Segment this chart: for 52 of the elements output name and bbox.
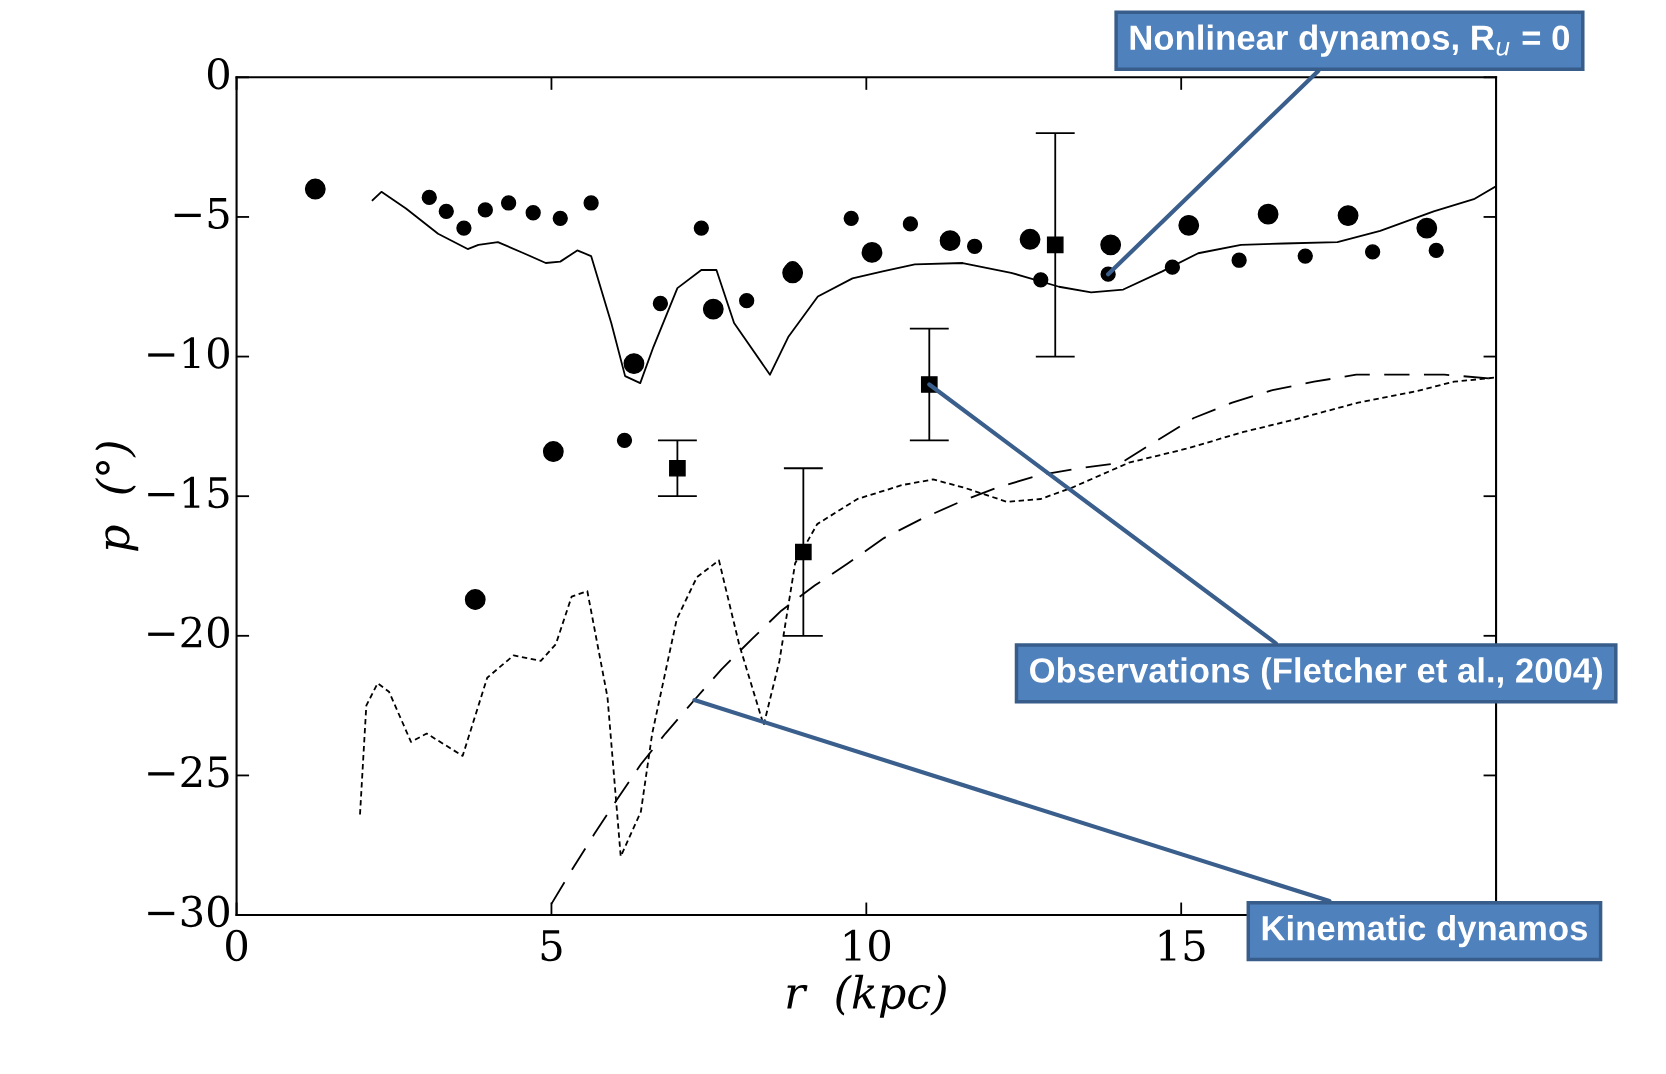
point xyxy=(1416,217,1438,239)
point xyxy=(966,238,983,254)
point xyxy=(1428,242,1444,259)
point xyxy=(1178,214,1200,236)
y-tick-label: 0 xyxy=(207,57,229,90)
point xyxy=(702,298,724,320)
point xyxy=(477,202,493,218)
point xyxy=(1100,234,1122,256)
x-tick-label: 5 xyxy=(541,930,562,962)
point xyxy=(438,203,454,220)
y-tick-label: −25 xyxy=(148,756,229,788)
point xyxy=(739,293,755,309)
y-tick-label: −20 xyxy=(148,616,229,648)
point xyxy=(1337,205,1359,226)
point xyxy=(843,210,859,226)
point xyxy=(939,230,961,252)
point xyxy=(456,220,472,236)
point xyxy=(1297,248,1313,264)
point xyxy=(552,210,568,226)
point xyxy=(1164,259,1181,275)
point xyxy=(693,220,709,236)
y-tick-label: −5 xyxy=(174,198,229,230)
point xyxy=(623,353,645,374)
point xyxy=(861,241,883,263)
point xyxy=(1364,244,1381,260)
point xyxy=(669,459,686,477)
point xyxy=(1231,252,1247,268)
point xyxy=(616,432,633,448)
point xyxy=(304,178,326,200)
annotation: Kinematic dynamos xyxy=(1262,914,1588,948)
annotation: Nonlinear dynamos, R$_{u}$ = 0 xyxy=(1130,24,1570,57)
point xyxy=(542,441,564,462)
annotation: Observations (Fletcher et al., 2004) xyxy=(1030,657,1602,690)
x-axis-title: r (kpc) xyxy=(787,974,946,1018)
point xyxy=(1046,236,1064,254)
point xyxy=(1257,203,1279,225)
y-tick-label: −15 xyxy=(148,476,229,509)
y-tick-label: −30 xyxy=(148,895,229,928)
point xyxy=(1019,228,1041,250)
point xyxy=(464,589,486,610)
point xyxy=(902,216,919,232)
point xyxy=(652,295,669,312)
y-axis-title: p (°) xyxy=(95,442,139,552)
point xyxy=(583,195,599,211)
point xyxy=(421,189,437,206)
point xyxy=(525,205,541,221)
point xyxy=(1033,272,1049,288)
point xyxy=(500,195,517,211)
point xyxy=(795,543,812,561)
y-tick-label: −10 xyxy=(148,337,229,369)
x-tick-label: 15 xyxy=(1159,929,1205,962)
x-tick-label: 10 xyxy=(844,929,891,962)
